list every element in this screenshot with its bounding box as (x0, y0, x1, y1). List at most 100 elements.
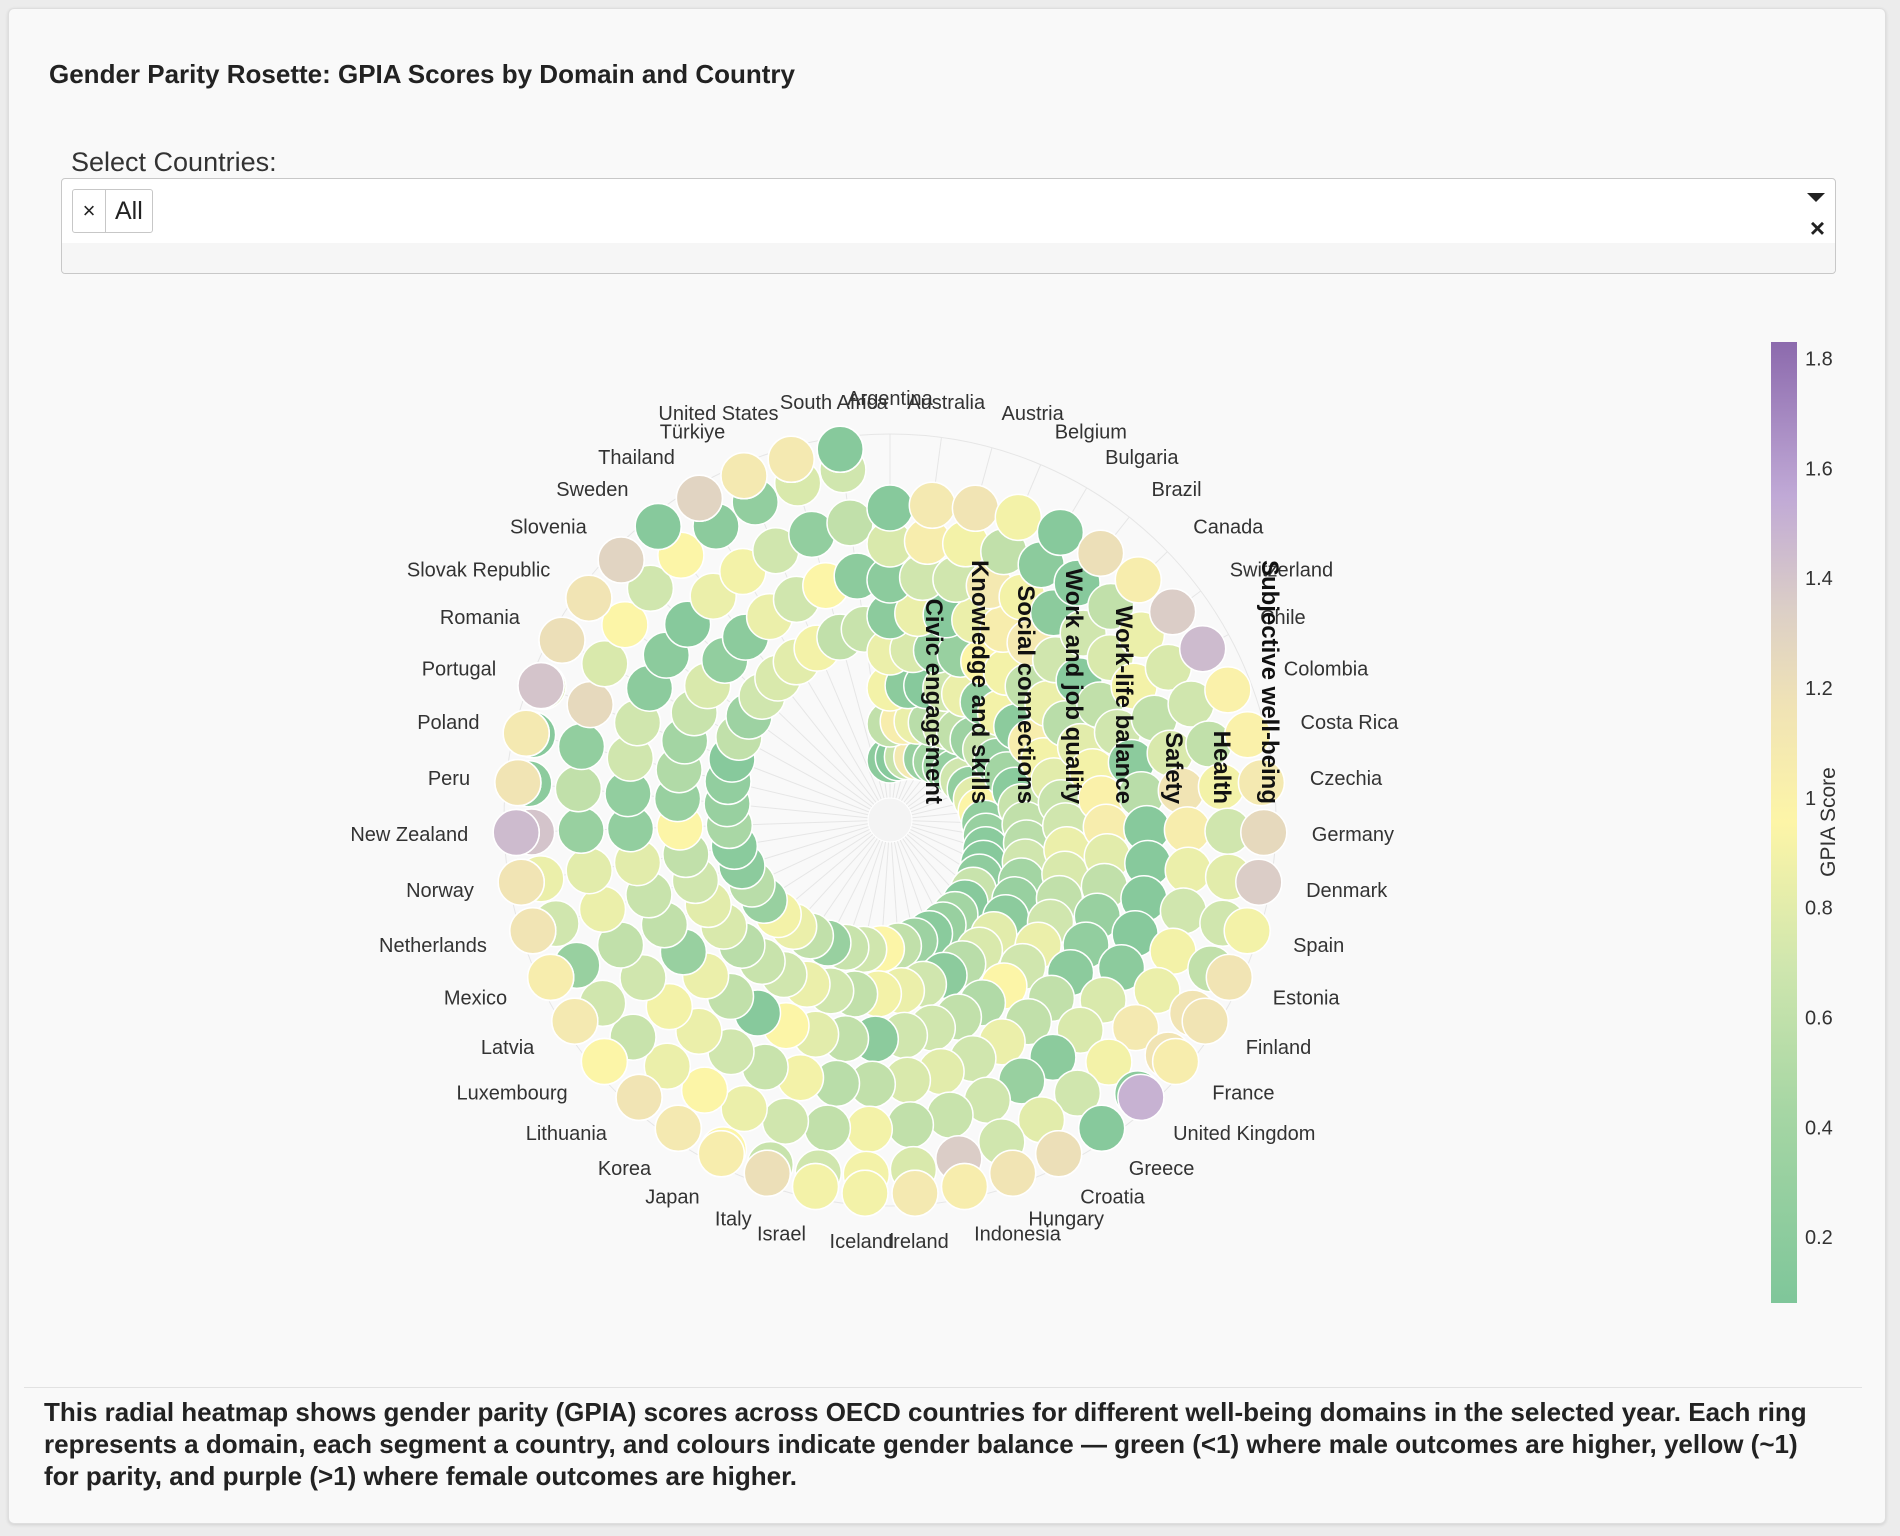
country-label: Canada (1193, 517, 1264, 539)
heat-cell (565, 846, 613, 895)
heat-cell (554, 764, 603, 813)
country-label: United Kingdom (1173, 1123, 1315, 1145)
country-label: Greece (1129, 1158, 1195, 1180)
heat-cell (615, 1073, 663, 1122)
country-label: Finland (1246, 1037, 1312, 1059)
country-label: Australia (907, 392, 986, 414)
heat-cell (1085, 1038, 1133, 1086)
country-label: Italy (715, 1209, 752, 1231)
country-label: South Africa (780, 392, 889, 414)
heat-cell (1111, 1003, 1160, 1052)
colorbar-tick-label: 1.2 (1805, 678, 1833, 700)
heat-cell (940, 1162, 989, 1211)
heat-cell (1223, 711, 1272, 759)
heat-cell (597, 536, 645, 584)
heat-cell (517, 661, 565, 710)
heat-cell (1036, 508, 1085, 557)
country-label: Sweden (556, 479, 628, 501)
heat-cell (841, 1169, 889, 1217)
heat-cell (566, 680, 614, 729)
heat-cell (1151, 1037, 1200, 1086)
heat-cell (557, 722, 606, 771)
domain-label: Social connections (1012, 585, 1039, 804)
country-label: Brazil (1152, 479, 1202, 501)
colorbar-tick-label: 0.4 (1805, 1117, 1833, 1139)
country-label: Belgium (1055, 422, 1127, 444)
country-label: Estonia (1273, 988, 1341, 1010)
heat-cell (720, 1084, 768, 1133)
heat-cell (509, 907, 557, 955)
heat-cell (767, 435, 815, 484)
heat-cell (1034, 1130, 1083, 1178)
country-label: United States (658, 403, 778, 425)
colorbar-title: GPIA Score (1817, 767, 1840, 877)
heat-cell (1205, 953, 1254, 1002)
country-label: Norway (406, 880, 474, 902)
heat-cell (581, 639, 629, 688)
remove-chip-icon[interactable]: × (73, 190, 106, 232)
heat-cell (601, 600, 649, 649)
country-multiselect[interactable]: × All × (61, 178, 1836, 274)
heat-cell (697, 1130, 746, 1178)
heat-cell (886, 1101, 935, 1149)
colorbar: 0.2 0.4 0.6 0.8 1 1.2 1.4 1.6 1.8 GPIA Score (1771, 342, 1840, 1303)
heat-cell (502, 709, 550, 758)
divider (24, 1387, 1862, 1388)
country-label: Croatia (1080, 1187, 1145, 1209)
heat-cell (908, 481, 957, 530)
heat-cell (494, 758, 542, 807)
country-label: Poland (417, 712, 479, 734)
country-label: Korea (598, 1158, 652, 1180)
heat-cell (1163, 806, 1212, 854)
heat-cell (565, 574, 613, 622)
heat-cell (1077, 1104, 1126, 1153)
country-label: Romania (440, 607, 521, 629)
domain-label: Health (1208, 731, 1235, 804)
country-label: Denmark (1306, 880, 1388, 902)
country-label: Iceland (830, 1231, 895, 1253)
heat-cell (1181, 997, 1229, 1045)
country-label: Thailand (598, 447, 675, 469)
heat-cell (826, 499, 874, 547)
country-label: Latvia (481, 1037, 535, 1059)
dropdown-arrow-icon[interactable] (1807, 193, 1825, 202)
heat-cells (492, 425, 1288, 1217)
chip-label: All (115, 196, 143, 225)
country-label: Portugal (422, 658, 497, 680)
select-countries-label: Select Countries: (71, 147, 277, 177)
heat-cell (720, 451, 768, 500)
heat-cell (1117, 1073, 1165, 1122)
country-label: Bulgaria (1105, 447, 1179, 469)
country-label: Hungary (1028, 1209, 1104, 1231)
country-label: Lithuania (526, 1123, 608, 1145)
heat-cell (951, 484, 1000, 533)
colorbar-tick-label: 1.4 (1805, 568, 1833, 590)
country-label: Switzerland (1230, 560, 1333, 582)
heat-cell (1148, 588, 1197, 636)
heat-cell (557, 806, 605, 855)
chart-card: Gender Parity Rosette: GPIA Scores by Do… (8, 8, 1886, 1524)
colorbar-gradient (1771, 342, 1797, 1303)
domain-label: Safety (1160, 732, 1187, 805)
center-hole (867, 797, 913, 843)
clear-selection-icon[interactable]: × (1809, 213, 1825, 243)
heat-cell (1240, 808, 1288, 857)
heat-cell (743, 1149, 792, 1198)
heat-cell (1076, 529, 1125, 578)
country-label: Chile (1260, 607, 1306, 629)
domain-label: Work and job quality (1060, 568, 1087, 804)
country-label: Ireland (888, 1231, 949, 1253)
country-label: Indonesia (974, 1224, 1062, 1246)
heat-cell (551, 997, 599, 1045)
heat-cell (634, 502, 682, 551)
domain-label: Civic engagement (920, 599, 947, 804)
heat-cell (1223, 907, 1271, 955)
heat-cell (891, 1169, 939, 1217)
heat-cell (1114, 556, 1163, 604)
country-label: Peru (428, 768, 470, 790)
colorbar-tick-label: 0.8 (1805, 898, 1833, 920)
country-label: Mexico (444, 988, 507, 1010)
country-label: Luxembourg (457, 1083, 568, 1105)
colorbar-tick-label: 0.2 (1805, 1227, 1833, 1249)
